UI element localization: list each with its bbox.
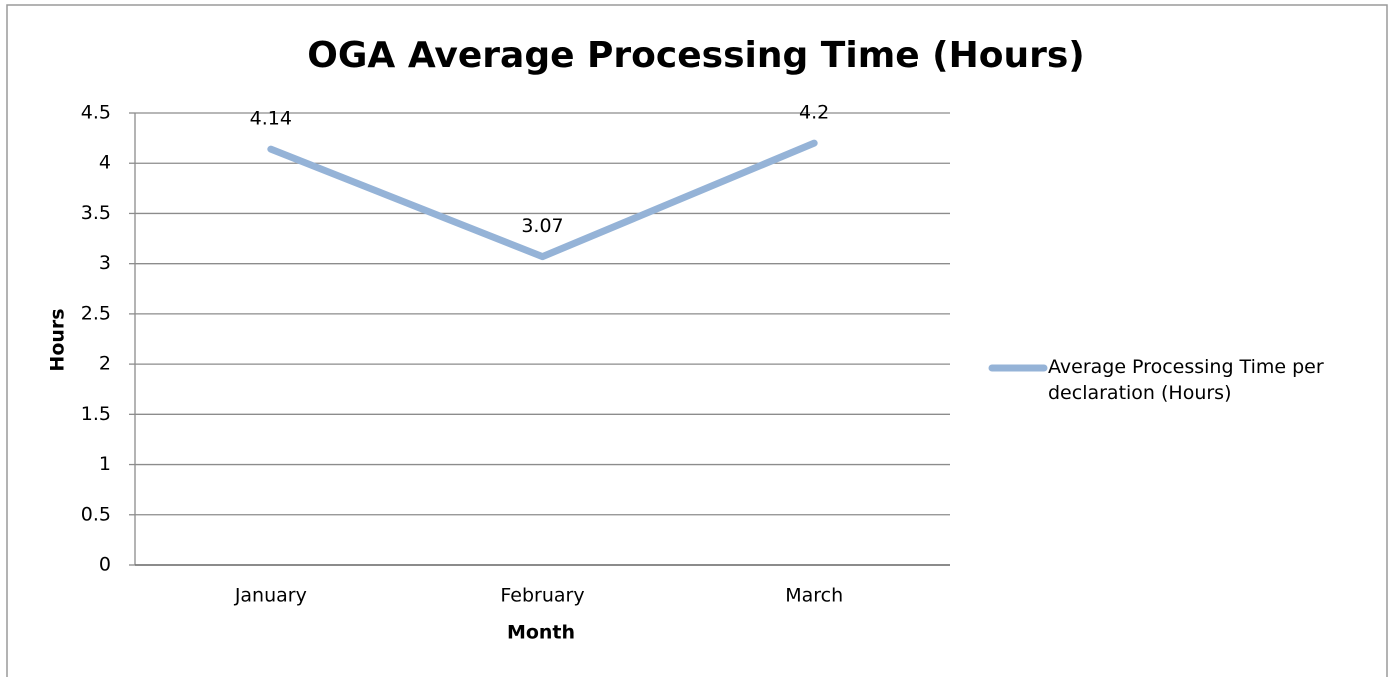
y-tick-label: 3.5	[81, 202, 111, 224]
y-tick-label: 2	[99, 353, 111, 375]
x-tick-label: January	[234, 585, 307, 607]
y-tick-label: 4.5	[81, 102, 111, 124]
series-line	[267, 139, 818, 261]
y-tick-label: 3	[99, 252, 111, 274]
x-tick-label: March	[785, 585, 843, 607]
y-tick-label: 1	[99, 453, 111, 475]
y-tick-label: 2.5	[81, 302, 111, 324]
data-label: 4.2	[799, 102, 829, 124]
data-label: 4.14	[250, 108, 292, 130]
x-tick-label: February	[500, 585, 584, 607]
chart-border	[6, 4, 1388, 677]
y-tick-label: 0.5	[81, 503, 111, 525]
x-axis-label: Month	[507, 622, 575, 644]
data-label: 3.07	[521, 215, 563, 237]
chart-title: OGA Average Processing Time (Hours)	[307, 35, 1084, 76]
y-tick-label: 1.5	[81, 403, 111, 425]
y-axis-label: Hours	[47, 308, 69, 371]
y-tick-label: 4	[99, 152, 111, 174]
y-tick-label: 0	[99, 554, 111, 576]
legend-label: Average Processing Time per declaration …	[1048, 356, 1324, 404]
